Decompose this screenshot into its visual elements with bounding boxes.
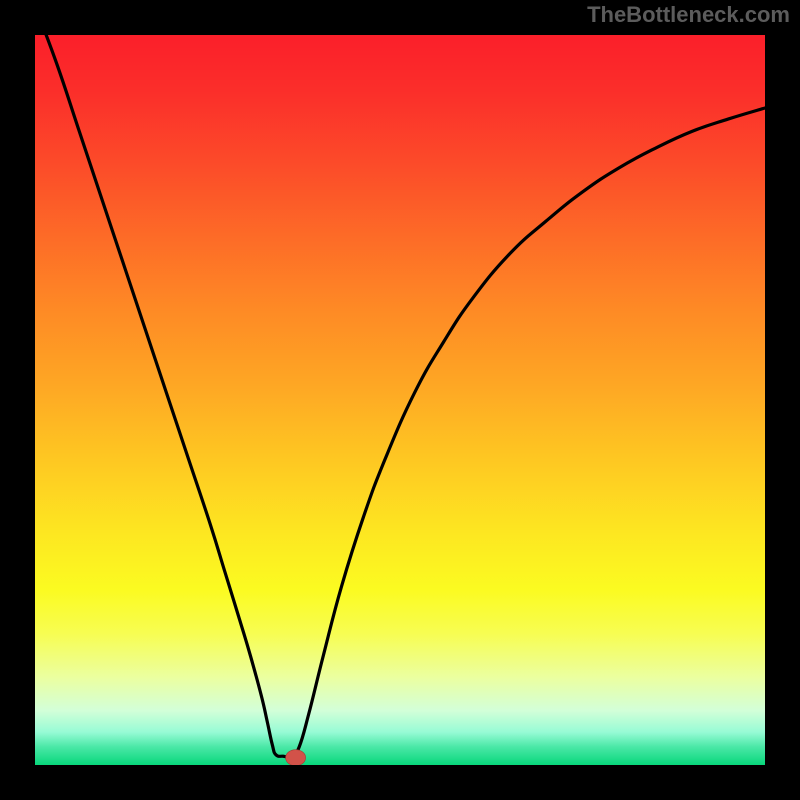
plot-background <box>35 35 765 765</box>
watermark-text: TheBottleneck.com <box>587 2 790 28</box>
chart-container: TheBottleneck.com <box>0 0 800 800</box>
optimal-point-marker <box>286 750 306 766</box>
bottleneck-chart <box>0 0 800 800</box>
